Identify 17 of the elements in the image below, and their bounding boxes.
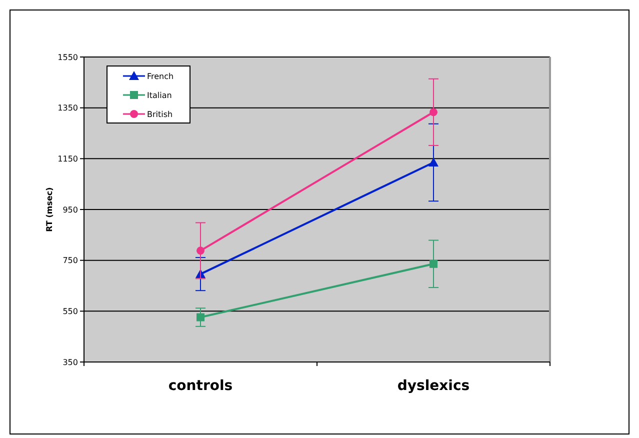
y-tick-label: 750 xyxy=(62,256,78,266)
x-tick-label: controls xyxy=(168,378,233,394)
point xyxy=(196,313,204,322)
y-tick-label: 1350 xyxy=(58,104,78,113)
y-axis-title: RT (msec) xyxy=(45,187,54,232)
point xyxy=(430,260,438,268)
x-tick-label: dyslexics xyxy=(397,378,470,394)
point xyxy=(196,246,204,255)
y-tick-label: 1150 xyxy=(58,154,78,164)
y-tick-label: 950 xyxy=(62,205,78,214)
y-tick-label: 350 xyxy=(62,358,78,367)
y-tick-label: 1550 xyxy=(58,52,78,62)
legend-label: Italian xyxy=(147,90,172,100)
point xyxy=(430,108,438,116)
legend-label: British xyxy=(147,110,173,119)
legend-label: French xyxy=(147,72,174,81)
y-tick-label: 550 xyxy=(62,306,78,316)
